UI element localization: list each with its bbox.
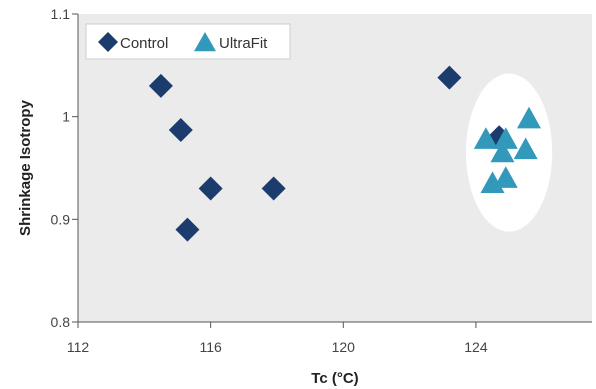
x-tick-label: 112 <box>67 339 90 355</box>
legend-ultrafit-label: UltraFit <box>219 35 268 52</box>
ultrafit-point <box>513 137 538 160</box>
x-tick-label: 116 <box>199 339 222 355</box>
x-tick-label: 124 <box>464 339 488 355</box>
y-tick-label: 0.8 <box>51 314 71 330</box>
control-point <box>168 118 193 143</box>
legend-control-marker <box>98 32 118 52</box>
control-point <box>175 217 200 242</box>
legend-control-label: Control <box>120 35 168 52</box>
control-point <box>437 65 462 90</box>
y-tick-label: 0.9 <box>51 211 71 227</box>
legend-box <box>85 23 291 60</box>
y-axis-title: Shrinkage Isotropy <box>17 99 34 236</box>
ultrafit-point <box>473 127 498 149</box>
control-point <box>148 73 173 98</box>
x-tick-label: 120 <box>332 339 356 355</box>
legend-ultrafit-marker <box>194 32 216 52</box>
control-point <box>198 176 223 201</box>
ultrafit-point <box>493 127 518 149</box>
x-axis-title: Tc (°C) <box>311 370 358 387</box>
ultrafit-point <box>516 106 541 129</box>
control-point <box>261 176 286 201</box>
ultrafit-point <box>493 166 518 188</box>
y-tick-label: 1.1 <box>51 6 71 22</box>
y-tick-label: 1 <box>62 109 70 125</box>
ultrafit-point <box>490 140 515 163</box>
ultrafit-point <box>480 171 505 193</box>
